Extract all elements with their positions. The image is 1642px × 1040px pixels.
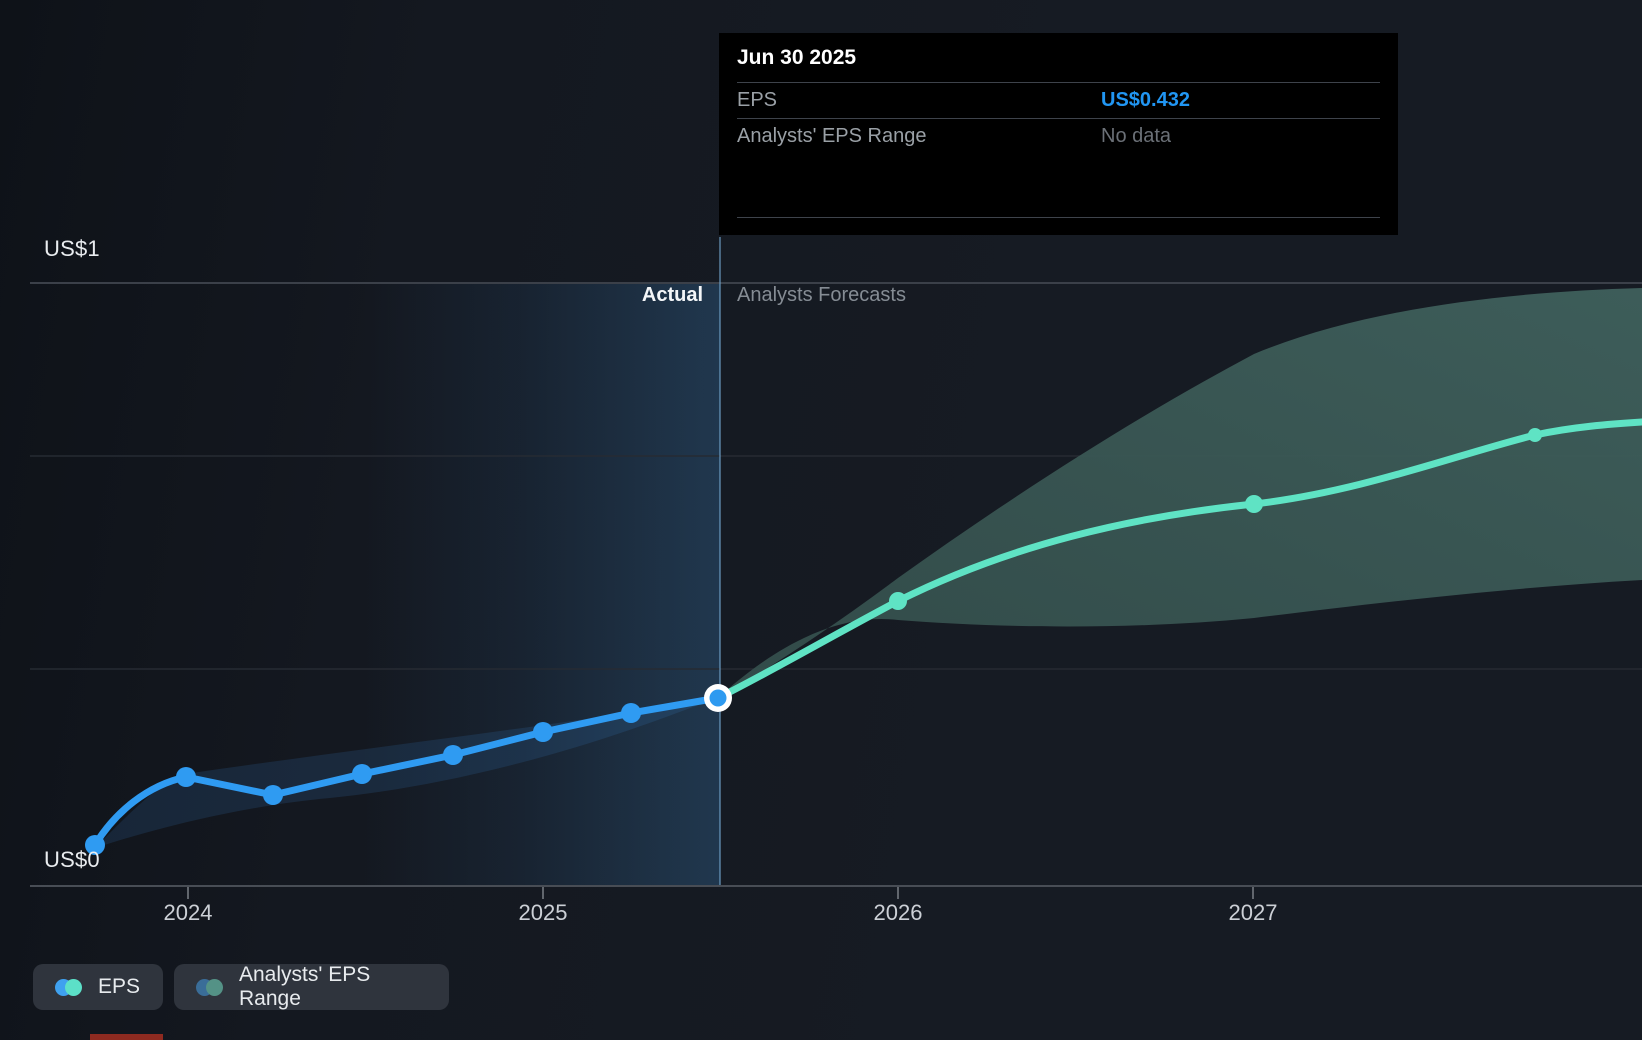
x-tick-2027: 2027: [1228, 900, 1278, 925]
legend-range-label: Analysts' EPS Range: [239, 963, 371, 1010]
y-axis-label-us0: US$0: [44, 847, 100, 872]
eps-data-point[interactable]: [533, 722, 553, 742]
x-tick-2025: 2025: [518, 900, 568, 925]
tooltip-eps-label: EPS: [737, 89, 778, 111]
eps-teal-dot-icon: [65, 978, 82, 996]
legend-eps-dots: [55, 978, 82, 996]
tooltip-date: Jun 30 2025: [737, 33, 1380, 83]
tooltip-row-range: Analysts' EPS Range No data: [737, 119, 1380, 154]
selected-data-point[interactable]: [704, 684, 732, 712]
eps-data-point[interactable]: [263, 785, 283, 805]
tooltip-row-eps: EPS US$0.432: [737, 83, 1380, 119]
x-tick-2024: 2024: [163, 900, 213, 925]
actual-period-highlight: [363, 283, 720, 886]
legend-eps-label: EPS: [98, 975, 141, 998]
legend-analysts-eps-range[interactable]: Analysts' EPS Range: [174, 963, 449, 1010]
eps-data-point[interactable]: [621, 703, 641, 723]
tooltip: Jun 30 2025 EPS US$0.432 Analysts' EPS R…: [719, 33, 1398, 235]
tooltip-footer-divider: [737, 217, 1380, 218]
tooltip-range-label: Analysts' EPS Range: [737, 125, 927, 147]
eps-data-point[interactable]: [443, 745, 463, 765]
eps-data-point[interactable]: [85, 835, 105, 855]
tooltip-range-value: No data: [1101, 125, 1172, 147]
bottom-red-strip: [90, 1034, 163, 1040]
forecast-zone-label: Analysts Forecasts: [737, 284, 906, 306]
tooltip-eps-value: US$0.432: [1101, 89, 1190, 111]
eps-data-point[interactable]: [176, 767, 196, 787]
range-teal-dot-icon: [206, 978, 223, 996]
eps-data-point[interactable]: [352, 764, 372, 784]
legend-range-dots: [196, 978, 223, 996]
actual-range-band: [95, 698, 716, 848]
eps-actual-line: [91, 694, 722, 849]
actual-zone-label: Actual: [641, 284, 703, 306]
analysts-range-band: [718, 288, 1642, 698]
forecast-data-point[interactable]: [1245, 495, 1263, 513]
forecast-data-point[interactable]: [889, 592, 907, 610]
x-tick-2026: 2026: [873, 900, 923, 925]
forecast-data-point[interactable]: [1528, 428, 1542, 442]
legend-eps[interactable]: EPS: [33, 964, 163, 1010]
y-axis-label-us1: US$1: [44, 236, 100, 261]
